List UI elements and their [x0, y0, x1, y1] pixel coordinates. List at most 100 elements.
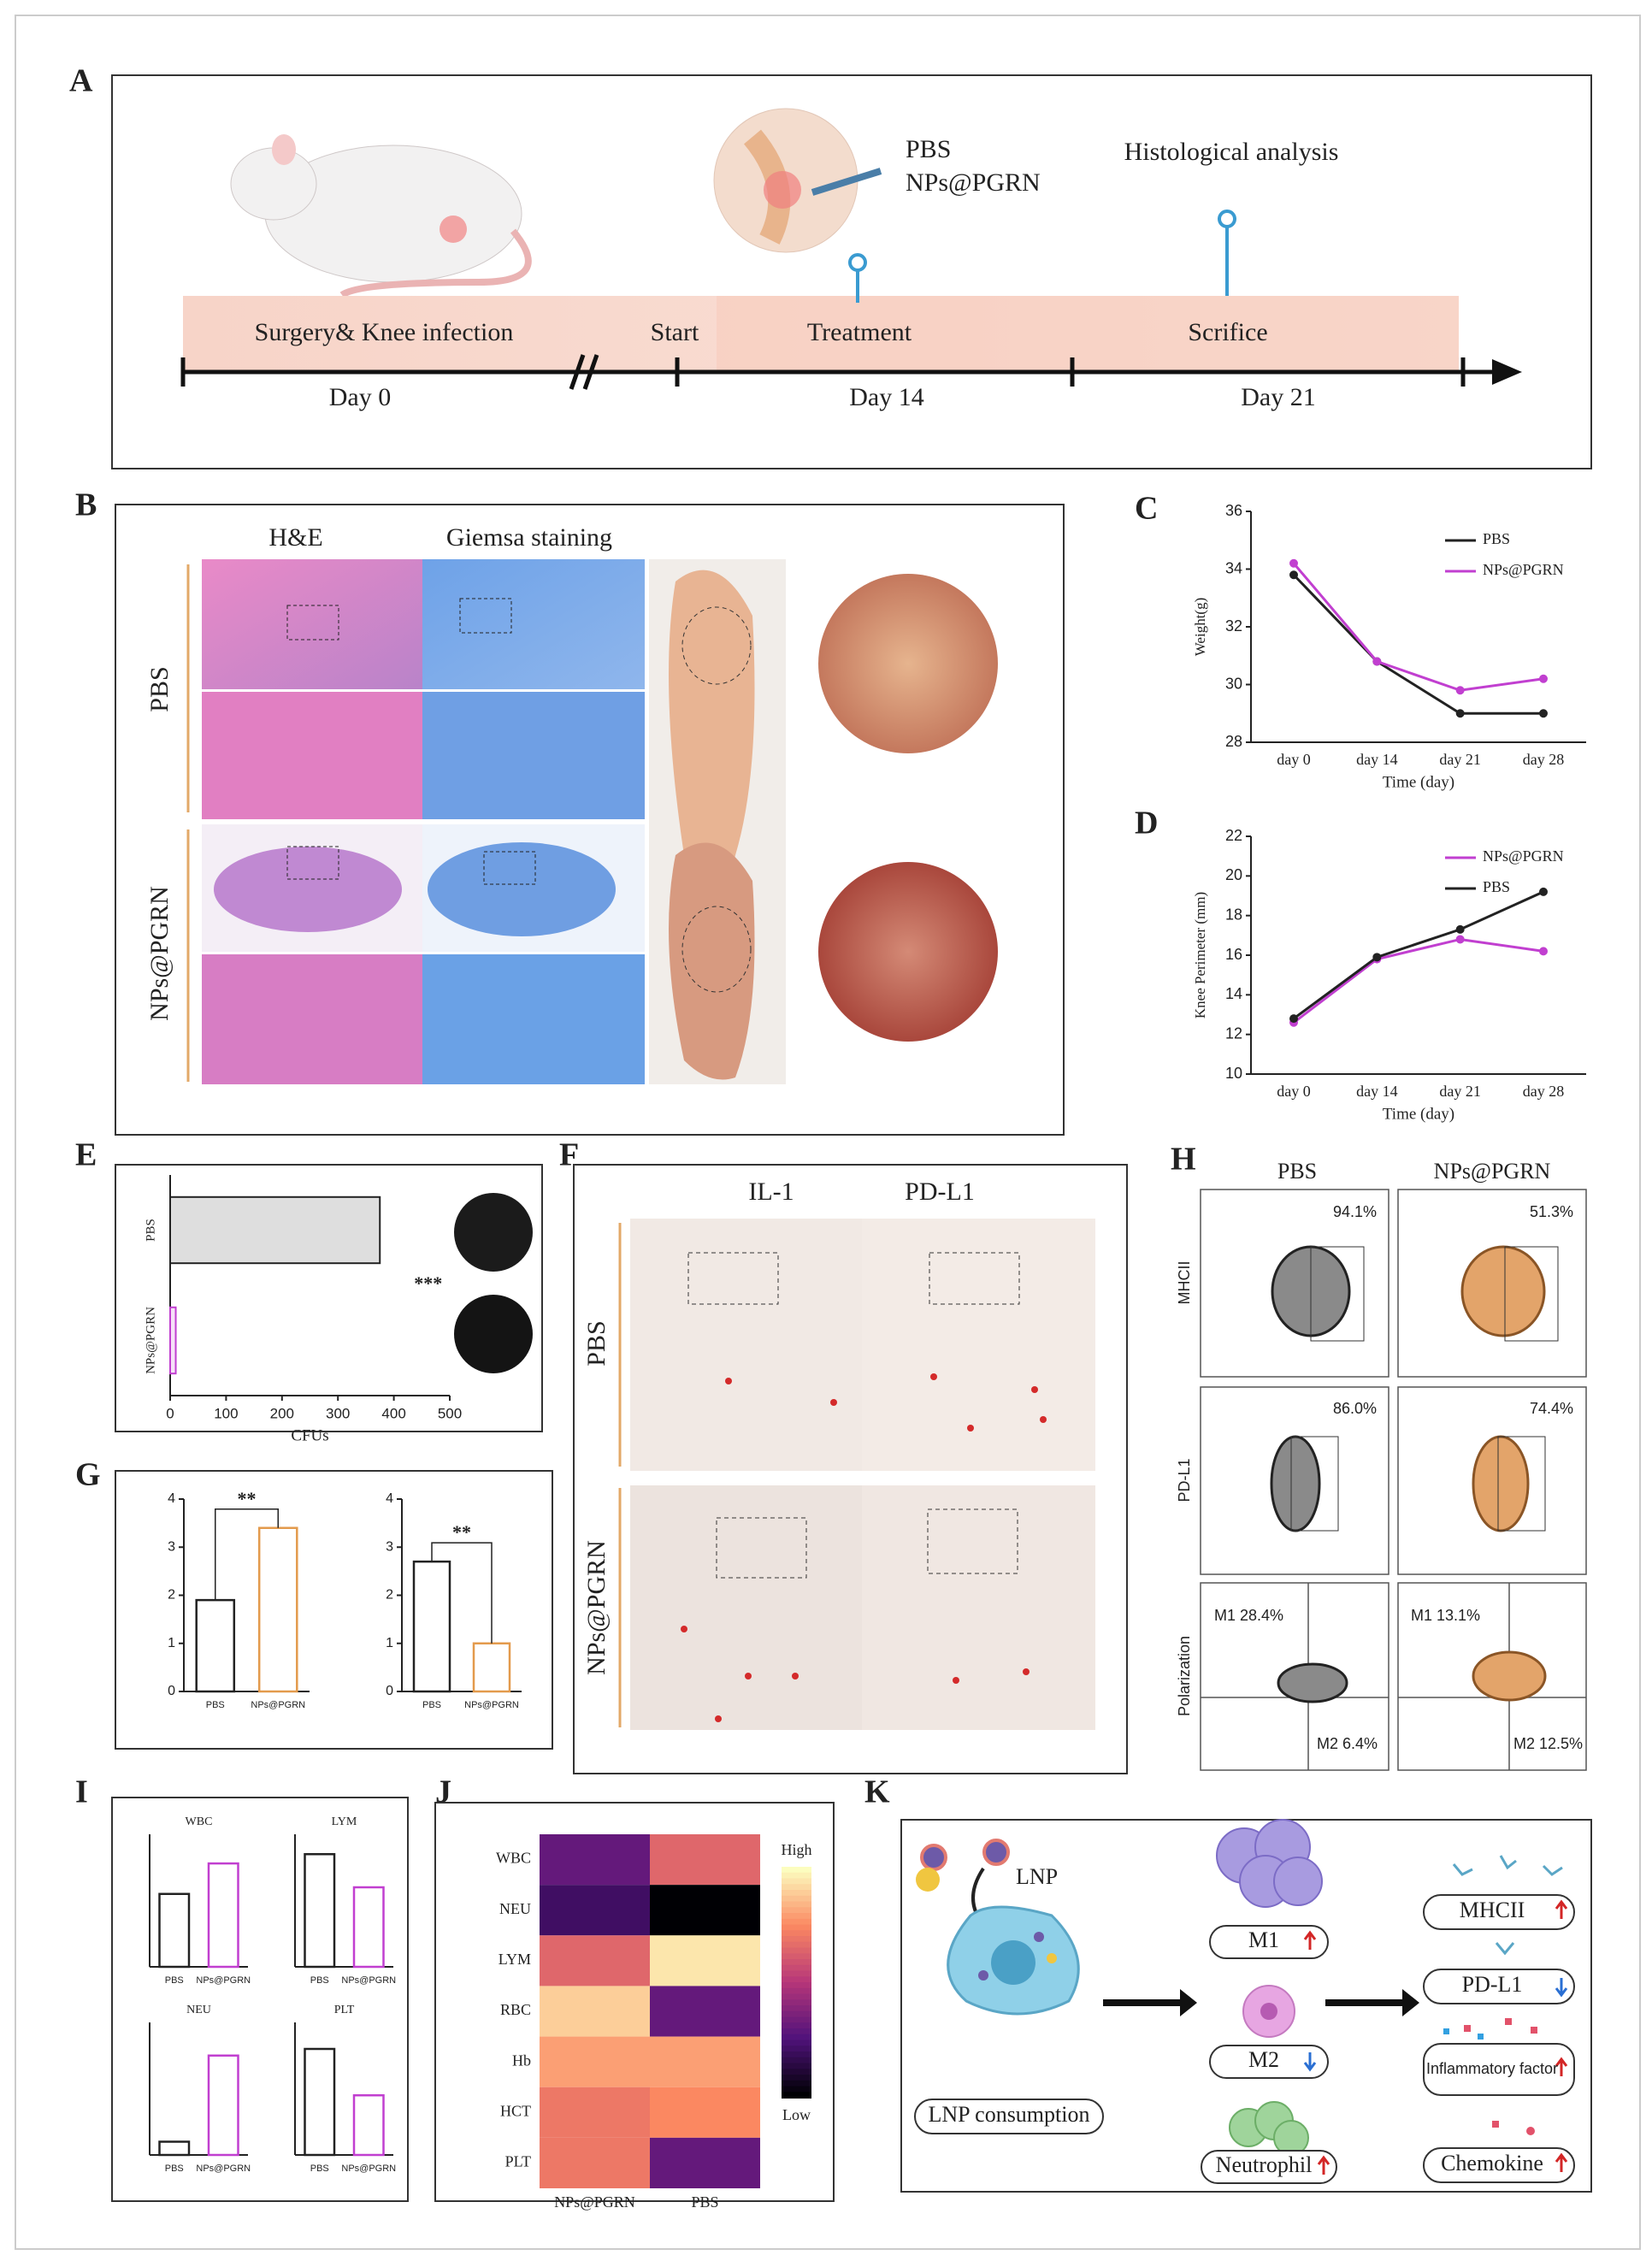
colorbar-step: [782, 2005, 811, 2012]
y-tick-label: 0: [168, 1684, 175, 1698]
y-tick-label: 20: [1225, 866, 1242, 883]
colorbar-step: [782, 1878, 811, 1886]
bar: [169, 1306, 177, 1375]
colorbar-step: [782, 2046, 811, 2052]
panel-frame: [111, 74, 1592, 469]
row-label: RBC: [500, 2001, 531, 2018]
stain-label: H&E: [268, 523, 322, 552]
colorbar-step: [782, 1884, 811, 1891]
colorbar-step: [782, 1964, 811, 1972]
colorbar-step: [782, 1941, 811, 1949]
heatmap-cell: [540, 1885, 650, 1936]
panel-letter: J: [435, 1774, 451, 1810]
x-tick-label: 100: [214, 1405, 238, 1421]
bar: [304, 1853, 336, 1969]
figure-border: [15, 15, 1641, 2250]
process-label: LNP consumption: [929, 2102, 1090, 2127]
timeline-band: [717, 296, 1459, 372]
colorbar-step: [782, 1924, 811, 1932]
significance-bracket: [431, 1542, 493, 1644]
panel-letter: H: [1171, 1142, 1196, 1178]
y-tick-label: 3: [386, 1539, 393, 1554]
change-arrows: [1303, 1899, 1568, 2175]
colorbar-step: [782, 2034, 811, 2041]
y-tick-label: 16: [1225, 946, 1242, 963]
timeline-arrow: [1492, 359, 1522, 385]
day-label: Day 14: [849, 383, 923, 411]
significance-bracket: [215, 1508, 279, 1601]
bar: [195, 1598, 236, 1693]
gate-value: 74.4%: [1530, 1400, 1573, 1417]
pins: [848, 210, 1236, 303]
y-tick-label: 1: [168, 1636, 175, 1650]
row-label: LYM: [499, 1951, 531, 1968]
x-tick-label: day 14: [1356, 751, 1398, 768]
plate: [454, 1193, 533, 1272]
y-tick-label: 10: [1225, 1065, 1242, 1082]
colorbar-step: [782, 1913, 811, 1920]
panel-letter: A: [69, 63, 93, 99]
x-tick-label: NPs@PGRN: [464, 1700, 519, 1710]
colorbar-step: [782, 1895, 811, 1903]
x-tick-label: 0: [166, 1405, 174, 1421]
y-tick-label: 1: [386, 1636, 393, 1650]
panel-letter: K: [864, 1774, 890, 1810]
row-label: Polarization: [1176, 1636, 1193, 1716]
infection-site: [764, 171, 801, 209]
heatmap-cell: [540, 2087, 650, 2138]
significance: **: [238, 1488, 257, 1509]
day-label: Day 0: [329, 383, 391, 411]
flow-plots: [1200, 1189, 1587, 1771]
bar: [207, 2054, 239, 2157]
y-tick-label: 2: [168, 1588, 175, 1603]
y-tick-label: 3: [168, 1539, 175, 1554]
data-point: [1372, 953, 1382, 962]
y-tick-label: NPs@PGRN: [144, 1307, 157, 1374]
bar: [472, 1642, 511, 1693]
panel-frame: [900, 1819, 1592, 2193]
legend-label: PBS: [1483, 878, 1510, 895]
x-axis-label: Time (day): [1383, 773, 1454, 791]
y-tick-label: 4: [386, 1491, 393, 1506]
x-tick-label: PBS: [165, 1975, 184, 1986]
colorbar-step: [782, 1982, 811, 1989]
colorbar-step: [782, 1936, 811, 1943]
group-label: NPs@PGRN: [1434, 1159, 1551, 1184]
histology-images: [202, 559, 998, 1084]
outcome-label: Inflammatory factor: [1426, 2060, 1558, 2077]
histology-label: Histological analysis: [1124, 138, 1339, 166]
row-label: NEU: [499, 1900, 531, 1917]
y-tick-label: 30: [1225, 675, 1242, 692]
outcome-label: PD-L1: [1462, 1972, 1523, 1997]
marker-label: IL-1: [748, 1178, 794, 1206]
colorbar-step: [782, 1890, 811, 1897]
data-point: [1289, 570, 1298, 580]
heatmap-cell: [650, 2137, 760, 2188]
quadrant-value: M1 28.4%: [1214, 1607, 1283, 1624]
heatmap-cell: [650, 2087, 760, 2138]
panel-letter: I: [75, 1774, 88, 1810]
data-point: [1455, 686, 1465, 695]
marker-label: PD-L1: [905, 1178, 975, 1206]
y-tick-label: 22: [1225, 827, 1242, 844]
x-tick-label: day 28: [1523, 751, 1565, 768]
outcome-label: MHCII: [1460, 1898, 1525, 1922]
cell-label: M2: [1248, 2047, 1279, 2072]
quadrant-value: M2 12.5%: [1513, 1735, 1583, 1752]
chart-title: LYM: [332, 1815, 357, 1828]
colorbar-step: [782, 2075, 811, 2081]
panel-letter: C: [1135, 491, 1158, 527]
legend-label: NPs@PGRN: [1483, 847, 1564, 865]
series-line: [1293, 937, 1544, 1024]
heatmap-cell: [650, 1986, 760, 2037]
heatmap-cell: [650, 1935, 760, 1986]
row-label: Hb: [512, 2051, 531, 2069]
stain-label: Giemsa staining: [446, 523, 612, 552]
x-tick-label: PBS: [310, 2164, 329, 2174]
y-axis-label: Knee Perimeter (mm): [1192, 892, 1208, 1018]
data-point: [1539, 709, 1548, 718]
y-tick-label: 34: [1225, 559, 1242, 576]
x-tick-label: NPs@PGRN: [341, 1975, 396, 1986]
colorbar-step: [782, 1993, 811, 2001]
